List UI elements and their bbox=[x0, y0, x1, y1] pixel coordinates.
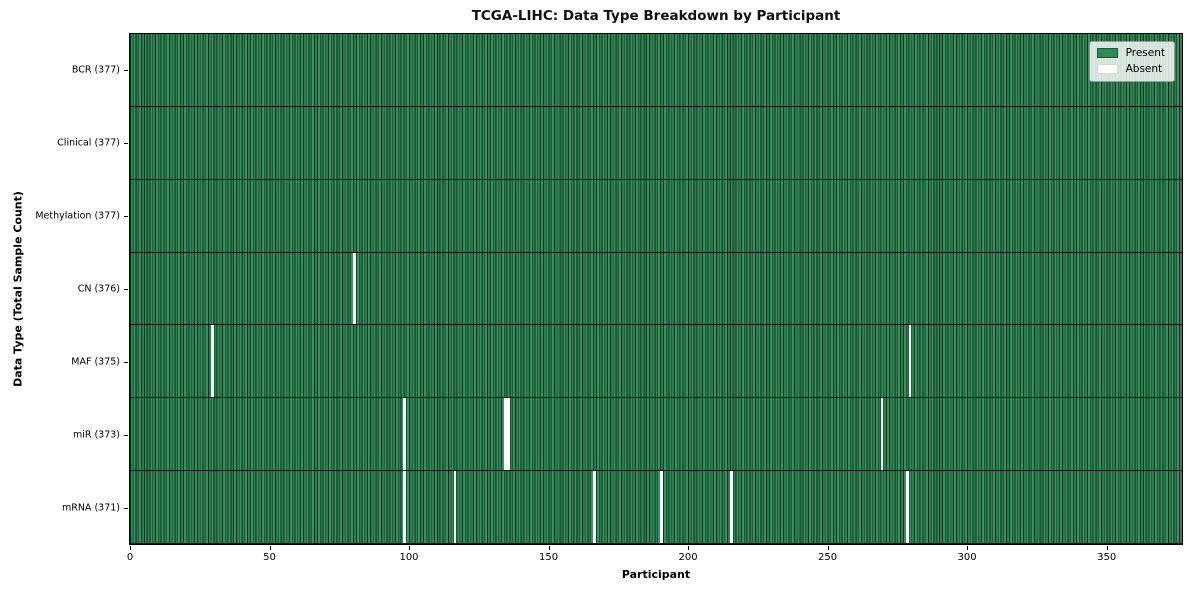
absent-bar bbox=[453, 471, 457, 543]
heatmap-row bbox=[130, 471, 1182, 544]
y-tick-label: mRNA (371) bbox=[61, 502, 120, 514]
absent-bar bbox=[905, 471, 909, 543]
heatmap-row bbox=[130, 34, 1182, 107]
absent-bar bbox=[503, 398, 507, 471]
x-tick-mark bbox=[130, 546, 131, 550]
x-tick-label: 50 bbox=[263, 552, 276, 563]
heatmap-row bbox=[130, 398, 1182, 472]
absent-bar bbox=[729, 471, 733, 543]
x-tick-label: 300 bbox=[957, 552, 977, 563]
y-tick-mark bbox=[124, 361, 128, 363]
y-tick-mark bbox=[124, 434, 128, 436]
legend-present-swatch bbox=[1096, 47, 1118, 59]
y-tick-label: MAF (375) bbox=[71, 356, 120, 368]
absent-bar bbox=[210, 325, 214, 398]
legend-absent-swatch bbox=[1096, 63, 1118, 75]
x-tick-label: 250 bbox=[818, 552, 838, 563]
x-tick-mark bbox=[688, 546, 690, 550]
y-tick-mark bbox=[124, 70, 128, 72]
x-tick-mark bbox=[967, 546, 969, 550]
heatmap-row bbox=[130, 180, 1182, 253]
legend-entry-absent: Absent bbox=[1096, 63, 1165, 75]
y-tick-label: Methylation (377) bbox=[35, 210, 120, 222]
y-tick-mark bbox=[124, 507, 128, 509]
x-tick-label: 150 bbox=[539, 552, 559, 563]
x-tick-mark bbox=[1106, 546, 1108, 550]
y-tick-label: miR (373) bbox=[72, 429, 120, 441]
x-tick-mark bbox=[548, 546, 550, 550]
x-tick-label: 350 bbox=[1097, 552, 1117, 563]
x-axis: 0 50 100 150 200 250 300 350 bbox=[126, 546, 1183, 568]
y-axis: BCR (377) Clinical (377) Methylation (377)… bbox=[0, 33, 129, 545]
legend-absent-label: Absent bbox=[1125, 63, 1163, 75]
absent-bar bbox=[908, 325, 912, 398]
y-tick-mark bbox=[124, 216, 128, 218]
x-tick-label: 100 bbox=[399, 552, 419, 563]
absent-bar bbox=[660, 471, 663, 543]
plot-area: Present Absent bbox=[129, 33, 1183, 545]
absent-bar bbox=[506, 398, 510, 471]
legend: Present Absent bbox=[1088, 41, 1175, 82]
absent-bar bbox=[403, 471, 407, 543]
x-tick-label: 0 bbox=[126, 552, 134, 563]
x-tick-label: 200 bbox=[678, 552, 698, 563]
x-tick-mark bbox=[827, 546, 829, 550]
absent-bar bbox=[353, 252, 357, 325]
legend-entry-present: Present bbox=[1096, 47, 1165, 59]
absent-bar bbox=[403, 398, 407, 471]
y-tick-label: CN (376) bbox=[77, 283, 120, 295]
x-tick-mark bbox=[269, 546, 271, 550]
heatmap-row bbox=[130, 107, 1182, 180]
x-tick-mark bbox=[409, 546, 410, 550]
absent-bar bbox=[880, 398, 884, 471]
chart-title: TCGA-LIHC: Data Type Breakdown by Partic… bbox=[471, 8, 841, 24]
y-tick-label: BCR (377) bbox=[71, 64, 120, 76]
x-axis-title: Participant bbox=[621, 568, 691, 581]
legend-present-label: Present bbox=[1125, 47, 1165, 59]
y-tick-mark bbox=[124, 143, 128, 145]
heatmap-row bbox=[130, 252, 1182, 326]
heatmap-row bbox=[130, 325, 1182, 399]
y-tick-label: Clinical (377) bbox=[57, 137, 120, 149]
y-tick-mark bbox=[124, 289, 128, 290]
absent-bar bbox=[593, 471, 596, 543]
